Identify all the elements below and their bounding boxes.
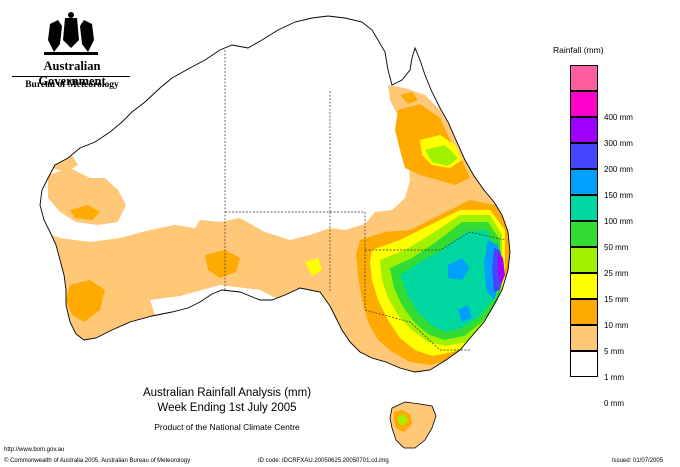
legend-label: 10 mm [604,321,629,330]
legend-swatch [570,351,598,377]
legend-swatch [570,117,598,143]
state-borders [224,50,506,351]
copyright-text: © Commonwealth of Australia 2005, Austra… [4,458,191,464]
legend-swatch [570,195,598,221]
issued-date: Issued: 01/07/2005 [612,458,664,464]
id-code: ID code: IDCRFXAU.20050625.20050701.cd.i… [258,458,389,464]
map-title: Australian Rainfall Analysis (mm) [142,387,312,399]
legend-label: 15 mm [604,295,629,304]
bureau-name: Bureau of Meteorology [25,80,119,90]
legend-label: 400 mm [604,113,633,122]
website-url: http://www.bom.gov.au [4,447,65,453]
legend-label: 1 mm [604,373,624,382]
legend-label: 25 mm [604,269,629,278]
tasmania-wetter-zone [398,414,408,426]
legend-swatch [570,325,598,351]
legend-label: 50 mm [604,243,629,252]
government-name: Australian Government [38,59,106,88]
logo-divider [12,76,130,77]
legend-title: Rainfall (mm) [553,45,604,55]
legend-swatch [570,273,598,299]
legend-swatch [570,143,598,169]
legend-label: 5 mm [604,347,624,356]
legend-label: 0 mm [604,399,624,408]
legend-swatch [570,169,598,195]
legend-label: 150 mm [604,191,633,200]
map-subtitle: Week Ending 1st July 2005 [157,402,297,414]
legend-label: 200 mm [604,165,633,174]
coat-of-arms-icon [44,12,98,55]
legend-label: 300 mm [604,139,633,148]
legend-swatch [570,221,598,247]
legend-swatch [570,65,598,91]
legend-swatch [570,91,598,117]
government-logo: Australian Government Bureau of Meteorol… [10,10,132,95]
legend-swatch [570,299,598,325]
map-credit: Product of the National Climate Centre [154,422,300,432]
legend-label: 100 mm [604,217,633,226]
legend-swatch [570,247,598,273]
